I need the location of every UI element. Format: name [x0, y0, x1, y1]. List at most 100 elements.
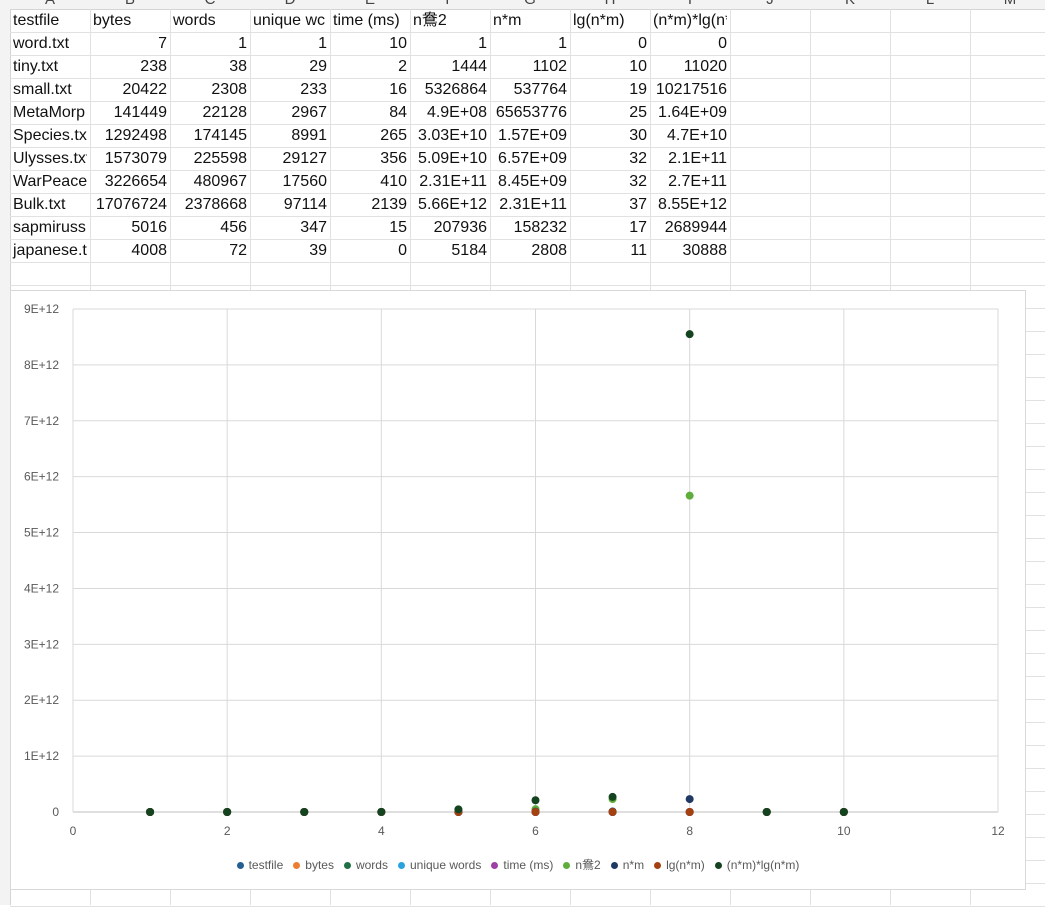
- data-cell[interactable]: 174145: [193, 127, 247, 144]
- data-cell[interactable]: 1573079: [104, 150, 167, 167]
- header-cell[interactable]: unique wc: [253, 12, 326, 29]
- column-header-m[interactable]: M: [970, 0, 1045, 9]
- legend-item[interactable]: bytes: [293, 858, 334, 872]
- legend-item[interactable]: lg(n*m): [654, 858, 705, 872]
- data-cell[interactable]: 1444: [451, 58, 487, 75]
- data-cell[interactable]: 5326864: [424, 81, 487, 98]
- data-cell[interactable]: 17: [629, 219, 647, 236]
- filename-cell[interactable]: WarPeace: [13, 173, 87, 190]
- scatter-chart[interactable]: 0 1E+12 2E+12 3E+12 4E+12 5E+12 6E+12 7E+12 8E+1…: [10, 290, 1026, 890]
- data-cell[interactable]: 5184: [451, 242, 487, 259]
- header-cell[interactable]: n鴦2: [413, 12, 447, 29]
- data-cell[interactable]: 1: [478, 35, 487, 52]
- legend-item[interactable]: words: [343, 858, 388, 872]
- data-cell[interactable]: 3226654: [104, 173, 167, 190]
- data-cell[interactable]: 8.45E+09: [498, 173, 567, 190]
- data-cell[interactable]: 39: [309, 242, 327, 259]
- column-header-k[interactable]: K: [810, 0, 890, 9]
- data-cell[interactable]: 2.31E+11: [419, 173, 487, 190]
- data-cell[interactable]: 17560: [282, 173, 328, 190]
- data-cell[interactable]: 8.55E+12: [658, 196, 727, 213]
- data-cell[interactable]: 4.7E+10: [666, 127, 727, 144]
- data-cell[interactable]: 29127: [282, 150, 328, 167]
- filename-cell[interactable]: Ulysses.txt: [13, 150, 87, 167]
- legend-item[interactable]: unique words: [397, 858, 481, 872]
- data-cell[interactable]: 65653776: [495, 104, 567, 121]
- header-cell[interactable]: time (ms): [333, 12, 400, 29]
- data-cell[interactable]: 2689944: [664, 219, 727, 236]
- filename-cell[interactable]: Bulk.txt: [13, 196, 66, 213]
- data-cell[interactable]: 1: [318, 35, 327, 52]
- column-header-f[interactable]: F: [410, 0, 490, 9]
- column-header-l[interactable]: L: [890, 0, 970, 9]
- column-header-g[interactable]: G: [490, 0, 570, 9]
- data-cell[interactable]: 11: [630, 242, 647, 259]
- data-cell[interactable]: 32: [629, 173, 647, 190]
- data-cell[interactable]: 2: [398, 58, 407, 75]
- data-cell[interactable]: 3.03E+10: [418, 127, 487, 144]
- data-cell[interactable]: 2139: [371, 196, 407, 213]
- data-cell[interactable]: 0: [638, 35, 647, 52]
- data-cell[interactable]: 5.66E+12: [418, 196, 487, 213]
- data-cell[interactable]: 4008: [131, 242, 167, 259]
- column-header-c[interactable]: C: [170, 0, 250, 9]
- data-cell[interactable]: 5016: [131, 219, 167, 236]
- data-cell[interactable]: 29: [309, 58, 327, 75]
- data-cell[interactable]: 1.57E+09: [498, 127, 567, 144]
- data-cell[interactable]: 2308: [211, 81, 247, 98]
- legend-item[interactable]: testfile: [236, 858, 283, 872]
- data-cell[interactable]: 347: [300, 219, 327, 236]
- data-cell[interactable]: 158232: [513, 219, 567, 236]
- data-cell[interactable]: 72: [229, 242, 247, 259]
- data-cell[interactable]: 1: [558, 35, 567, 52]
- data-cell[interactable]: 30888: [682, 242, 728, 259]
- header-cell[interactable]: testfile: [13, 12, 60, 29]
- legend-item[interactable]: time (ms): [491, 858, 553, 872]
- data-cell[interactable]: 410: [380, 173, 407, 190]
- legend-item[interactable]: n*m: [610, 858, 644, 872]
- data-cell[interactable]: 7: [158, 35, 167, 52]
- data-cell[interactable]: 37: [629, 196, 647, 213]
- data-cell[interactable]: 1: [238, 35, 247, 52]
- data-cell[interactable]: 30: [629, 127, 647, 144]
- data-cell[interactable]: 0: [398, 242, 407, 259]
- data-cell[interactable]: 5.09E+10: [418, 150, 487, 167]
- filename-cell[interactable]: Species.txt: [13, 127, 87, 144]
- data-cell[interactable]: 20422: [122, 81, 168, 98]
- data-cell[interactable]: 537764: [513, 81, 567, 98]
- data-cell[interactable]: 1102: [532, 58, 567, 75]
- data-cell[interactable]: 238: [140, 58, 167, 75]
- filename-cell[interactable]: japanese.t: [13, 242, 87, 259]
- column-header-d[interactable]: D: [250, 0, 330, 9]
- data-cell[interactable]: 25: [629, 104, 647, 121]
- header-cell[interactable]: n*m: [493, 12, 522, 29]
- data-cell[interactable]: 38: [229, 58, 247, 75]
- filename-cell[interactable]: word.txt: [13, 35, 70, 52]
- data-cell[interactable]: 10: [389, 35, 407, 52]
- data-cell[interactable]: 2967: [291, 104, 327, 121]
- header-cell[interactable]: words: [173, 12, 216, 29]
- data-cell[interactable]: 225598: [193, 150, 247, 167]
- data-cell[interactable]: 10: [629, 58, 647, 75]
- data-cell[interactable]: 2378668: [184, 196, 247, 213]
- header-cell[interactable]: bytes: [93, 12, 132, 29]
- header-cell[interactable]: (n*m)*lg(n*m): [653, 12, 727, 29]
- column-header-i[interactable]: I: [650, 0, 730, 9]
- data-cell[interactable]: 22128: [202, 104, 248, 121]
- column-header-b[interactable]: B: [90, 0, 170, 9]
- data-cell[interactable]: 97114: [283, 196, 327, 213]
- data-cell[interactable]: 2808: [531, 242, 567, 259]
- data-cell[interactable]: 207936: [433, 219, 487, 236]
- data-cell[interactable]: 8991: [291, 127, 327, 144]
- column-header-j[interactable]: J: [730, 0, 810, 9]
- filename-cell[interactable]: small.txt: [13, 81, 72, 98]
- data-cell[interactable]: 233: [300, 81, 327, 98]
- header-cell[interactable]: lg(n*m): [573, 12, 625, 29]
- data-cell[interactable]: 141449: [113, 104, 167, 121]
- data-cell[interactable]: 4.9E+08: [426, 104, 487, 121]
- data-cell[interactable]: 2.1E+11: [668, 150, 727, 167]
- legend-item[interactable]: (n*m)*lg(n*m): [714, 858, 799, 872]
- data-cell[interactable]: 10217516: [655, 81, 727, 98]
- data-cell[interactable]: 32: [629, 150, 647, 167]
- data-cell[interactable]: 1.64E+09: [658, 104, 727, 121]
